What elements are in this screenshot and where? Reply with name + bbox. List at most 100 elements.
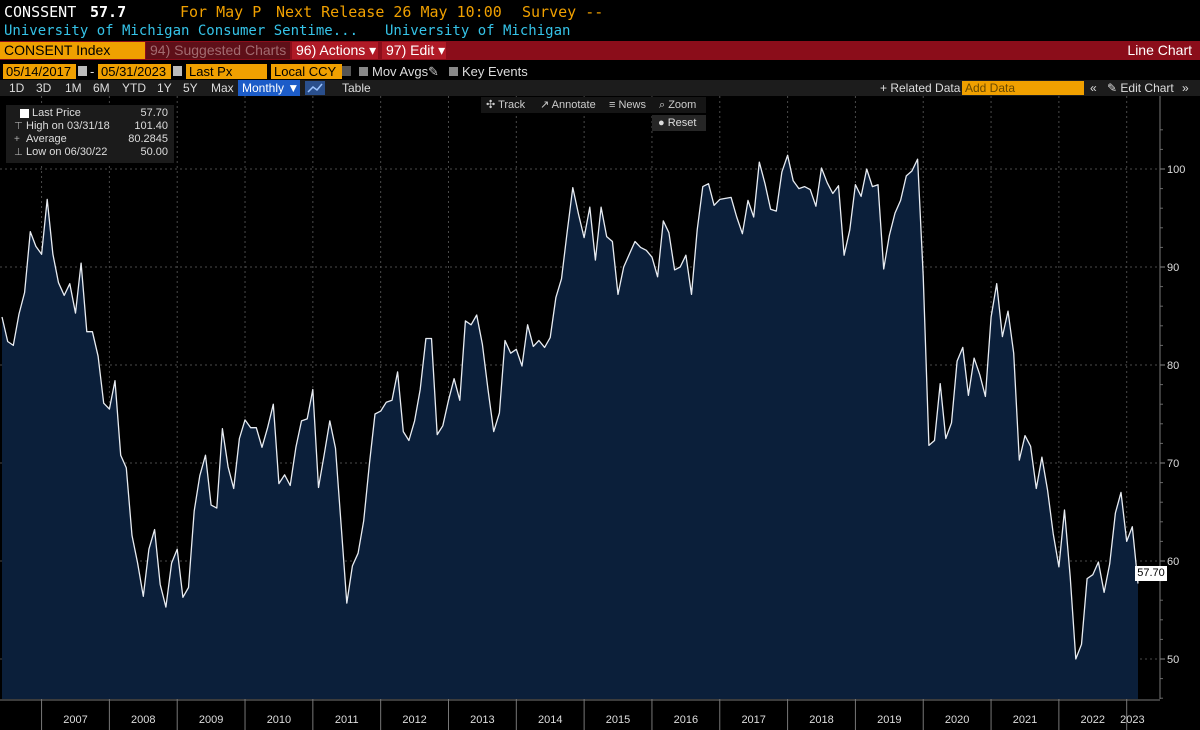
edit-menu[interactable]: 97) Edit ▾ bbox=[382, 42, 446, 59]
description-bar: University of Michigan Consumer Sentime.… bbox=[0, 22, 1200, 42]
legend-value: 50.00 bbox=[140, 146, 168, 158]
x-tick-label: 2021 bbox=[1013, 714, 1037, 726]
chart-type-title: Line Chart bbox=[1127, 42, 1192, 58]
x-tick-label: 2010 bbox=[267, 714, 291, 726]
y-tick-label: 50 bbox=[1167, 654, 1179, 666]
periodicity-select[interactable]: Monthly ▼ bbox=[238, 80, 300, 96]
range-button[interactable]: YTD bbox=[122, 81, 146, 95]
collapse-button[interactable]: « bbox=[1090, 81, 1097, 95]
header-bar: CONSSENT 57.7 For May P Next Release 26 … bbox=[0, 0, 1200, 24]
x-tick-label: 2023 bbox=[1120, 714, 1144, 726]
legend-value: 101.40 bbox=[134, 120, 168, 132]
x-tick-label: 2011 bbox=[335, 714, 359, 726]
series-line[interactable] bbox=[1, 154, 1139, 660]
range-button[interactable]: 5Y bbox=[183, 81, 198, 95]
y-tick-label: 80 bbox=[1167, 360, 1179, 372]
news-button[interactable]: ≡ News bbox=[609, 99, 646, 111]
x-tick-label: 2019 bbox=[877, 714, 901, 726]
range-button[interactable]: 1Y bbox=[157, 81, 172, 95]
related-data-button[interactable]: + Related Data bbox=[880, 81, 961, 95]
y-tick-label: 60 bbox=[1167, 556, 1179, 568]
legend-row-low: ⊥ Low on 06/30/22 50.00 bbox=[6, 146, 174, 159]
x-axis-band bbox=[0, 699, 1200, 730]
range-button[interactable]: 3D bbox=[36, 81, 52, 95]
start-date-input[interactable]: 05/14/2017 bbox=[3, 64, 76, 79]
x-tick-label: 2012 bbox=[402, 714, 426, 726]
legend-label: Average bbox=[26, 133, 67, 145]
source: University of Michigan bbox=[385, 23, 571, 39]
range-button[interactable]: 6M bbox=[93, 81, 110, 95]
calendar-icon[interactable] bbox=[173, 66, 182, 76]
line-chart-icon-glyph bbox=[307, 83, 323, 93]
legend-label: Last Price bbox=[32, 107, 81, 119]
next-release: Next Release 26 May 10:00 bbox=[276, 3, 502, 21]
reset-button[interactable]: ● Reset bbox=[652, 115, 706, 131]
settings-bar: 05/14/2017 - 05/31/2023 Last Px Local CC… bbox=[0, 64, 1200, 80]
y-axis: 50 60 70 80 90 100 bbox=[1159, 96, 1185, 699]
survey: Survey -- bbox=[522, 3, 604, 21]
chart-area[interactable]: 50 60 70 80 90 100 2007 2008 2009 2010 2011 2012 20… bbox=[0, 96, 1200, 730]
add-data-input[interactable]: Add Data bbox=[962, 81, 1084, 95]
track-button[interactable]: ✣ Track bbox=[486, 99, 526, 111]
legend-swatch[interactable] bbox=[20, 109, 29, 118]
mov-avgs-checkbox[interactable] bbox=[359, 67, 368, 76]
mov-avgs-label: Mov Avgs bbox=[372, 64, 429, 79]
legend-label: Low on 06/30/22 bbox=[26, 146, 108, 158]
x-tick-label: 2008 bbox=[131, 714, 155, 726]
x-tick-label: 2020 bbox=[945, 714, 969, 726]
field-select[interactable]: Last Px bbox=[186, 64, 267, 79]
line-chart-icon[interactable] bbox=[305, 81, 325, 95]
zoom-button[interactable]: ⌕ Zoom bbox=[659, 99, 697, 111]
x-tick-label: 2022 bbox=[1081, 714, 1105, 726]
range-bar: 1D 3D 1M 6M YTD 1Y 5Y Max Monthly ▼ Tabl… bbox=[0, 80, 1200, 96]
range-button[interactable]: 1D bbox=[9, 81, 25, 95]
range-button[interactable]: Max bbox=[211, 81, 234, 95]
low-marker-icon: ⊥ bbox=[14, 147, 23, 158]
average-marker-icon: + bbox=[14, 134, 20, 145]
end-date-input[interactable]: 05/31/2023 bbox=[98, 64, 171, 79]
chart-toolbar: ✣ Track ↗ Annotate ≡ News ⌕ Zoom bbox=[481, 97, 706, 113]
x-tick-label: 2013 bbox=[470, 714, 494, 726]
x-tick-label: 2018 bbox=[809, 714, 833, 726]
legend-row-last: Last Price 57.70 bbox=[6, 107, 174, 120]
table-button[interactable]: Table bbox=[342, 81, 371, 95]
x-tick-label: 2009 bbox=[199, 714, 223, 726]
y-tick-label: 90 bbox=[1167, 262, 1179, 274]
security-field[interactable]: CONSENT Index bbox=[0, 42, 145, 59]
legend-label: High on 03/31/18 bbox=[26, 120, 110, 132]
actions-menu[interactable]: 96) Actions ▾ bbox=[292, 42, 378, 59]
high-marker-icon: ⊤ bbox=[14, 121, 23, 132]
y-tick-label: 100 bbox=[1167, 164, 1185, 176]
legend-value: 80.2845 bbox=[128, 133, 168, 145]
ticker: CONSSENT bbox=[4, 3, 77, 21]
x-tick-label: 2015 bbox=[606, 714, 630, 726]
edit-chart-button[interactable]: ✎ Edit Chart bbox=[1107, 81, 1174, 95]
command-bar: CONSENT Index 94) Suggested Charts 96) A… bbox=[0, 41, 1200, 60]
date-separator: - bbox=[90, 64, 95, 79]
area-fill bbox=[2, 155, 1138, 700]
release-period: For May P bbox=[180, 3, 262, 21]
x-tick-label: 2007 bbox=[63, 714, 87, 726]
x-tick-label: 2016 bbox=[674, 714, 698, 726]
security-description: University of Michigan Consumer Sentime.… bbox=[4, 23, 359, 39]
annotate-button[interactable]: ↗ Annotate bbox=[540, 99, 596, 111]
currency-select[interactable]: Local CCY bbox=[271, 64, 342, 79]
x-axis: 2007 2008 2009 2010 2011 2012 2013 2014 2015 2016… bbox=[0, 699, 1200, 730]
more-button[interactable]: » bbox=[1182, 81, 1189, 95]
last-value: 57.7 bbox=[90, 3, 127, 21]
suggested-charts-button[interactable]: 94) Suggested Charts bbox=[146, 42, 290, 59]
x-tick-label: 2014 bbox=[538, 714, 562, 726]
legend-row-high: ⊤ High on 03/31/18 101.40 bbox=[6, 120, 174, 133]
calendar-icon[interactable] bbox=[78, 66, 87, 76]
chevron-down-icon[interactable] bbox=[342, 66, 351, 76]
key-events-checkbox[interactable] bbox=[449, 67, 458, 76]
reset-label: ● Reset bbox=[658, 117, 697, 129]
last-price-tag: 57.70 bbox=[1135, 566, 1167, 581]
legend-value: 57.70 bbox=[140, 107, 168, 119]
key-events-label: Key Events bbox=[462, 64, 528, 79]
legend[interactable]: Last Price 57.70 ⊤ High on 03/31/18 101.… bbox=[6, 105, 174, 163]
range-button[interactable]: 1M bbox=[65, 81, 82, 95]
legend-row-average: + Average 80.2845 bbox=[6, 133, 174, 146]
pencil-icon[interactable]: ✎ bbox=[428, 64, 439, 79]
